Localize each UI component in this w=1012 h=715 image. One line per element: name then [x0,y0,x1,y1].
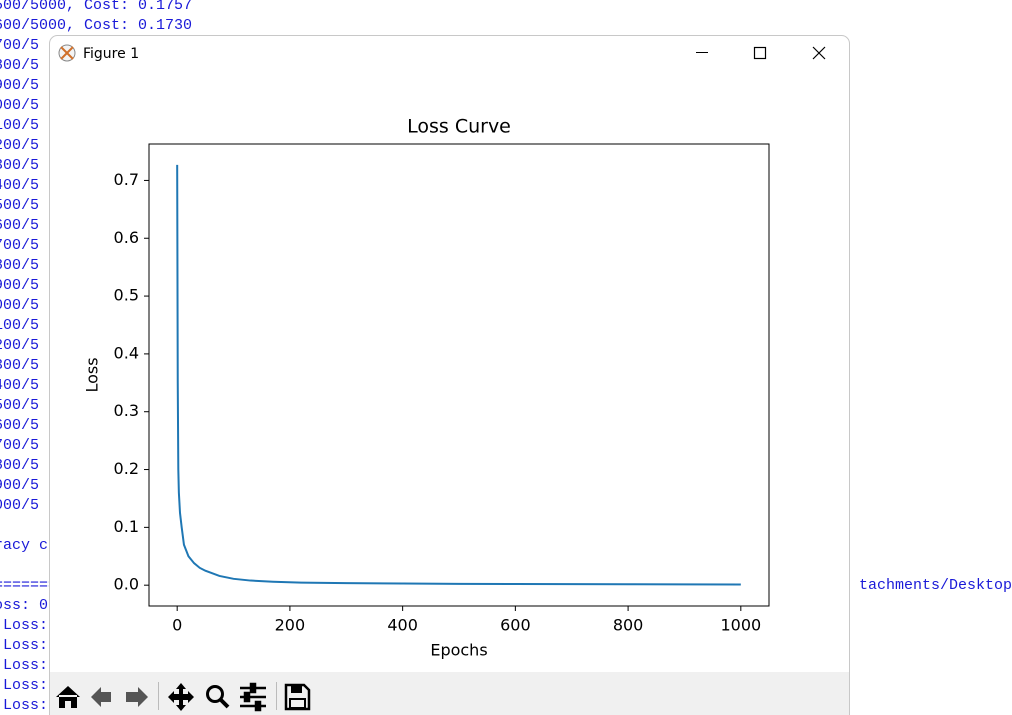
terminal-line: 700/5 [0,437,39,454]
terminal-line: 600/5 [0,417,39,434]
y-tick-label: 0.5 [114,286,139,305]
loss-line [176,164,741,586]
terminal-line: 600/5 [0,217,39,234]
plot-frame [148,143,770,607]
save-button[interactable] [284,683,311,711]
window-frame [49,35,850,715]
terminal-line: 100/5 [0,317,39,334]
close-button[interactable] [812,46,826,60]
terminal-line: 500/5000, Cost: 0.1757 [0,0,192,14]
y-tick-label: 0.3 [114,401,139,420]
terminal-line: 000/5 [0,97,39,114]
toolbar-icons [56,682,311,712]
terminal-line: Loss: [0,657,48,674]
terminal-line: Loss: [0,637,48,654]
terminal-line: 400/5 [0,377,39,394]
terminal-line: 800/5 [0,57,39,74]
x-tick-label: 200 [275,616,306,635]
terminal-line: 700/5 [0,237,39,254]
terminal-line: 000/5 [0,497,39,514]
x-axis-label: Epochs [430,641,487,660]
y-tick-label: 0.1 [114,517,139,536]
chart: Loss Curve Epochs Loss 0 200 400 600 800 1000… [83,116,770,660]
terminal-line: 900/5 [0,77,39,94]
zoom-button[interactable] [206,685,230,709]
back-button[interactable] [91,687,111,707]
chart-title: Loss Curve [407,116,511,138]
window-title: Figure 1 [83,46,139,62]
terminal-line: 800/5 [0,457,39,474]
terminal-line: 300/5 [0,357,39,374]
x-tick-label: 0 [172,616,182,635]
forward-button[interactable] [126,687,148,707]
terminal-line: 200/5 [0,137,39,154]
terminal-line: 400/5 [0,177,39,194]
terminal-line: 000/5 [0,297,39,314]
home-button[interactable] [56,686,80,708]
y-tick-label: 0.4 [114,343,139,362]
terminal-line: oss: 0 [0,597,48,614]
y-tick-label: 0.2 [114,459,139,478]
x-tick-label: 600 [500,616,531,635]
terminal-line: tachments/Desktop [859,577,1012,594]
terminal-line: 300/5 [0,157,39,174]
x-tick-label: 1000 [720,616,761,635]
terminal-line: 900/5 [0,277,39,294]
terminal-line: Loss: [0,697,48,714]
configure-button[interactable] [240,682,266,712]
terminal-line: 500/5 [0,197,39,214]
maximize-button[interactable] [753,46,767,60]
terminal-line: 700/5 [0,37,39,54]
x-tick-label: 800 [613,616,644,635]
app-icon [58,44,76,62]
terminal-line: 600/5000, Cost: 0.1730 [0,17,192,34]
y-tick-label: 0.0 [114,575,139,594]
x-tick-label: 400 [387,616,418,635]
pan-button[interactable] [168,683,194,711]
terminal-line: 900/5 [0,477,39,494]
terminal-line: 200/5 [0,337,39,354]
terminal-line: Loss: [0,677,48,694]
y-tick-label: 0.7 [114,170,139,189]
toolbar [50,672,849,715]
terminal-line: 500/5 [0,397,39,414]
terminal-line: 100/5 [0,117,39,134]
y-axis-label: Loss [83,357,102,392]
terminal-line: racy c [0,537,48,554]
terminal-line: Loss: [0,617,48,634]
y-tick-label: 0.6 [114,228,139,247]
terminal-line: 800/5 [0,257,39,274]
figure-window: Figure 1 [49,35,850,715]
